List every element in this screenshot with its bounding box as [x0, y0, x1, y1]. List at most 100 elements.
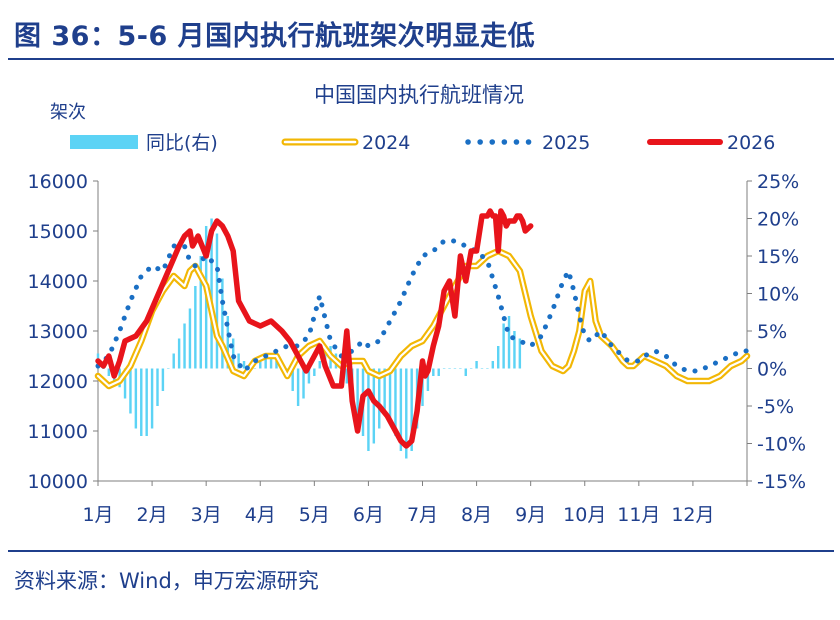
yoy-bar [491, 361, 495, 369]
left-tick-label: 16000 [28, 171, 88, 193]
yoy-bar [518, 338, 522, 369]
left-tick-label: 13000 [28, 321, 88, 343]
legend-label-2026: 2026 [727, 132, 775, 154]
yoy-bar [448, 368, 451, 369]
yoy-bar [502, 323, 505, 369]
yoy-bar [145, 368, 148, 436]
yoy-bar [313, 368, 316, 376]
yoy-bar [426, 368, 430, 391]
yoy-bar [480, 368, 484, 369]
x-tick-label: 9月 [515, 504, 546, 526]
yoy-bar [129, 368, 132, 414]
series-2025-line [95, 238, 750, 374]
yoy-bar [183, 323, 186, 369]
x-tick-label: 10月 [563, 504, 606, 526]
figure-title: 图 36：5-6 月国内执行航班架次明显走低 [14, 21, 536, 52]
legend-label-2025: 2025 [542, 132, 590, 154]
yoy-bar [437, 368, 440, 376]
legend: 同比(右) 2024 2025 2026 [70, 132, 775, 154]
right-tick-label: -5% [757, 396, 794, 418]
source-note: 资料来源：Wind，申万宏源研究 [14, 569, 319, 593]
x-tick-label: 4月 [245, 504, 276, 526]
yoy-bar [496, 346, 500, 369]
left-tick-label: 14000 [28, 271, 88, 293]
left-tick-label: 11000 [28, 421, 88, 443]
right-tick-label: 5% [757, 321, 787, 343]
yoy-bar [140, 368, 143, 436]
left-tick-label: 10000 [28, 471, 88, 493]
yoy-bar [253, 368, 257, 369]
right-tick-label: 10% [757, 284, 799, 306]
yoy-bar [453, 368, 457, 369]
right-tick-label: 15% [757, 246, 799, 268]
x-tick-label: 11月 [617, 504, 660, 526]
yoy-bar [383, 368, 386, 414]
left-tick-label: 12000 [28, 371, 88, 393]
yoy-bar [242, 361, 246, 369]
yoy-bar [507, 316, 511, 369]
left-y-axis: 16000 15000 14000 13000 12000 11000 10000 [28, 171, 99, 493]
yoy-bar [161, 368, 165, 391]
yoy-bar [405, 368, 408, 459]
yoy-bar [318, 361, 321, 369]
yoy-bar [459, 368, 462, 369]
yoy-bar [150, 368, 154, 429]
yoy-bar [302, 368, 305, 399]
yoy-bar [291, 368, 294, 391]
yoy-bar [464, 368, 467, 376]
yoy-bar [177, 338, 181, 369]
left-tick-label: 15000 [28, 221, 88, 243]
yoy-bar [345, 368, 349, 384]
top-rule [8, 58, 834, 60]
yoy-bar [172, 353, 175, 369]
yoy-bar [410, 368, 413, 451]
yoy-bar [107, 368, 111, 376]
x-tick-label: 3月 [191, 504, 222, 526]
x-tick-label: 7月 [407, 504, 438, 526]
legend-swatch-yoy [70, 135, 138, 149]
series-lines [94, 208, 751, 449]
right-tick-label: 20% [757, 209, 799, 231]
x-tick-label: 2月 [137, 504, 168, 526]
yoy-bar [194, 286, 197, 369]
x-tick-label: 8月 [461, 504, 492, 526]
yoy-bar [156, 368, 159, 406]
x-tick-label: 1月 [82, 504, 113, 526]
yoy-bar [259, 361, 262, 369]
right-y-axis: 25% 20% 15% 10% 5% 0% -5% -10% -15% [746, 171, 806, 493]
yoy-bar [188, 308, 192, 369]
yoy-bar [432, 368, 435, 376]
x-axis: 1月 2月 3月 4月 5月 6月 7月 8月 9月 10月 11月 12月 [82, 480, 748, 526]
right-tick-label: -10% [757, 434, 806, 456]
legend-label-yoy: 同比(右) [146, 132, 218, 154]
chart-title: 中国国内执行航班情况 [314, 83, 524, 107]
yoy-bar [469, 368, 473, 369]
yoy-bar [378, 368, 381, 429]
yoy-bar [486, 368, 489, 369]
yoy-bar [275, 361, 278, 369]
yoy-bar [134, 368, 138, 429]
right-tick-label: 0% [757, 359, 787, 381]
yoy-bar [442, 368, 446, 369]
yoy-bar [367, 368, 370, 451]
flight-chart: 中国国内执行航班情况 架次 同比(右) 2024 2025 2026 16000… [28, 83, 807, 526]
x-tick-label: 5月 [299, 504, 330, 526]
yoy-bar [199, 256, 202, 369]
yoy-bar [237, 353, 240, 369]
yoy-bar [513, 331, 516, 369]
x-tick-label: 6月 [353, 504, 384, 526]
right-tick-label: 25% [757, 171, 799, 193]
yoy-bar [399, 368, 403, 451]
yoy-bar [394, 368, 397, 436]
yoy-bar [221, 278, 224, 369]
yoy-bars [96, 218, 522, 459]
x-tick-label: 12月 [671, 504, 714, 526]
yoy-bar [264, 353, 267, 369]
yoy-bar [215, 233, 219, 369]
yoy-bar [307, 368, 311, 384]
yoy-bar [167, 368, 170, 369]
bottom-rule [8, 550, 834, 552]
y-axis-unit-label: 架次 [50, 102, 86, 123]
yoy-bar [296, 368, 300, 406]
yoy-bar [226, 316, 230, 369]
